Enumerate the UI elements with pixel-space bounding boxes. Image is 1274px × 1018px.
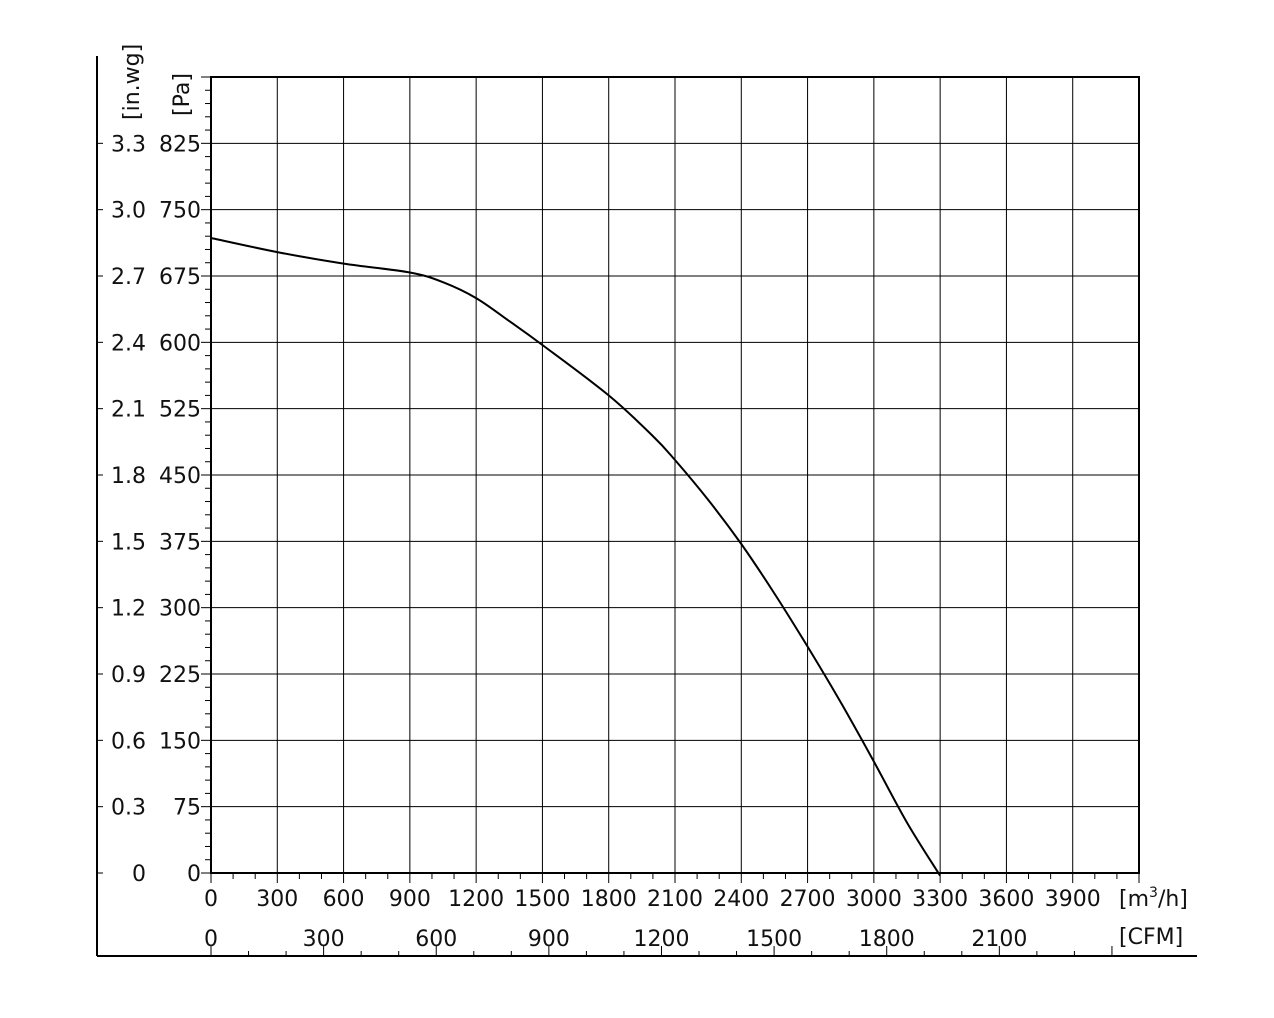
x-axis-unit-m3h: [m3/h] bbox=[1119, 885, 1188, 912]
y-tick-label-pa: 375 bbox=[159, 530, 201, 555]
y-tick-label-pa: 150 bbox=[159, 729, 201, 754]
x-tick-label-cfm: 900 bbox=[528, 927, 570, 952]
x-unit-m3h-base: [m bbox=[1119, 887, 1149, 912]
y-tick-label-inwg: 2.4 bbox=[111, 331, 146, 356]
y-tick-label-pa: 750 bbox=[159, 199, 201, 224]
y-tick-label-pa: 0 bbox=[187, 862, 201, 887]
x-tick-label-m3h: 3000 bbox=[846, 887, 902, 912]
x-tick-label-m3h: 0 bbox=[204, 887, 218, 912]
y-axis-unit-pa: [Pa] bbox=[170, 73, 195, 116]
y-tick-label-pa: 300 bbox=[159, 597, 201, 622]
x-tick-label-cfm: 0 bbox=[204, 927, 218, 952]
y-tick-label-pa: 450 bbox=[159, 464, 201, 489]
x-tick-label-cfm: 1800 bbox=[859, 927, 915, 952]
x-axis-unit-cfm: [CFM] bbox=[1119, 925, 1183, 950]
x-tick-label-m3h: 3300 bbox=[912, 887, 968, 912]
tick-labels: 00750.31500.62250.93001.23751.54501.8525… bbox=[111, 132, 1101, 952]
y-tick-label-inwg: 0.3 bbox=[111, 796, 146, 821]
axes bbox=[96, 56, 1197, 957]
x-unit-m3h-superscript: 3 bbox=[1149, 885, 1158, 901]
series bbox=[210, 237, 941, 877]
y-tick-label-inwg: 0.6 bbox=[111, 729, 146, 754]
y-tick-label-pa: 525 bbox=[159, 398, 201, 423]
x-tick-label-m3h: 600 bbox=[323, 887, 365, 912]
x-tick-label-cfm: 600 bbox=[415, 927, 457, 952]
y-tick-label-inwg: 3.0 bbox=[111, 199, 146, 224]
x-tick-label-m3h: 3600 bbox=[978, 887, 1034, 912]
y-tick-label-inwg: 1.5 bbox=[111, 530, 146, 555]
x-tick-label-m3h: 1800 bbox=[581, 887, 637, 912]
x-tick-label-cfm: 300 bbox=[303, 927, 345, 952]
y-tick-label-inwg: 2.7 bbox=[111, 265, 146, 290]
y-tick-label-pa: 75 bbox=[173, 796, 201, 821]
axis-unit-labels: [Pa] [in.wg] [m3/h] [CFM] bbox=[120, 44, 1188, 950]
x-tick-label-m3h: 2700 bbox=[780, 887, 836, 912]
x-tick-label-m3h: 1200 bbox=[448, 887, 504, 912]
y-tick-label-inwg: 2.1 bbox=[111, 398, 146, 423]
x-tick-label-m3h: 1500 bbox=[514, 887, 570, 912]
y-tick-label-inwg: 0.9 bbox=[111, 663, 146, 688]
y-tick-label-pa: 825 bbox=[159, 132, 201, 157]
x-tick-label-cfm: 1200 bbox=[633, 927, 689, 952]
y-tick-label-inwg: 1.2 bbox=[111, 597, 146, 622]
y-tick-label-inwg: 1.8 bbox=[111, 464, 146, 489]
x-tick-label-m3h: 2400 bbox=[713, 887, 769, 912]
y-tick-label-pa: 225 bbox=[159, 663, 201, 688]
y-tick-label-inwg: 0 bbox=[132, 862, 146, 887]
x-tick-label-m3h: 300 bbox=[256, 887, 298, 912]
grid bbox=[211, 77, 1139, 873]
x-tick-label-cfm: 2100 bbox=[971, 927, 1027, 952]
x-unit-m3h-end: /h] bbox=[1158, 887, 1188, 912]
x-tick-label-m3h: 2100 bbox=[647, 887, 703, 912]
pressure-flow-curve bbox=[210, 237, 941, 877]
y-axis-unit-inwg: [in.wg] bbox=[120, 44, 145, 120]
y-tick-label-pa: 675 bbox=[159, 265, 201, 290]
x-tick-label-m3h: 900 bbox=[389, 887, 431, 912]
x-tick-label-cfm: 1500 bbox=[746, 927, 802, 952]
x-tick-label-m3h: 3900 bbox=[1045, 887, 1101, 912]
y-tick-label-inwg: 3.3 bbox=[111, 132, 146, 157]
y-tick-label-pa: 600 bbox=[159, 331, 201, 356]
